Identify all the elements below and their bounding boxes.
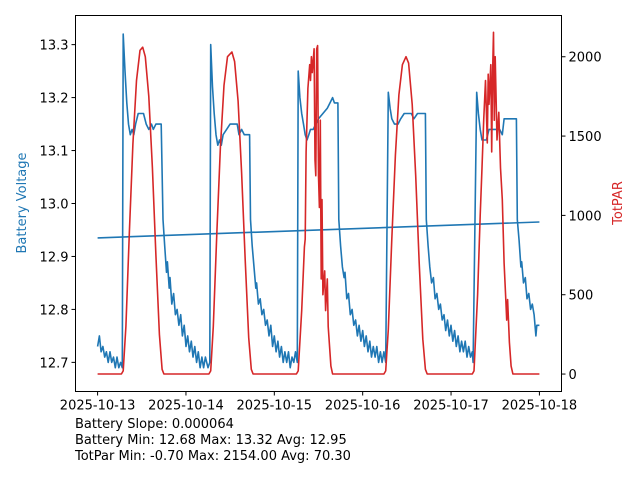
left-tick-label: 12.7 xyxy=(40,356,69,371)
right-tick-label: 2000 xyxy=(569,51,602,66)
left-tick-label: 13.1 xyxy=(40,145,69,160)
left-tick-label: 13.2 xyxy=(40,92,69,107)
x-tick-label: 2025-10-13 xyxy=(60,399,136,414)
series-line-totpar xyxy=(97,31,540,375)
left-tick-label: 13.3 xyxy=(40,39,69,54)
right-tick-label: 0 xyxy=(569,368,577,383)
x-tick-label: 2025-10-16 xyxy=(325,399,401,414)
x-tick-label: 2025-10-17 xyxy=(413,399,489,414)
x-tick-label: 2025-10-14 xyxy=(148,399,224,414)
left-tick-label: 12.8 xyxy=(40,303,69,318)
left-tick-label: 12.9 xyxy=(40,250,69,265)
right-tick-label: 1500 xyxy=(569,130,602,145)
right-axis: 0 500 1000 1500 2000 xyxy=(561,51,602,383)
x-tick-label: 2025-10-15 xyxy=(237,399,313,414)
battery-stats-text: Battery Min: 12.68 Max: 13.32 Avg: 12.95 xyxy=(75,433,347,448)
right-axis-label: TotPAR xyxy=(611,181,626,226)
right-tick-label: 500 xyxy=(569,289,594,304)
right-tick-label: 1000 xyxy=(569,209,602,224)
left-axis: 12.7 12.8 12.9 13.0 13.1 13.2 13.3 xyxy=(40,39,76,371)
x-axis: 2025-10-13 2025-10-14 2025-10-15 2025-10-16… xyxy=(60,391,578,414)
series-line-battery-voltage xyxy=(96,33,540,369)
series-layer xyxy=(96,31,540,375)
x-tick-label: 2025-10-18 xyxy=(502,399,578,414)
battery-slope-text: Battery Slope: 0.000064 xyxy=(75,417,234,432)
left-axis-label: Battery Voltage xyxy=(15,152,30,253)
series-line-battery-trend xyxy=(97,221,540,239)
left-tick-label: 13.0 xyxy=(40,198,69,213)
totpar-stats-text: TotPar Min: -0.70 Max: 2154.00 Avg: 70.3… xyxy=(75,449,351,464)
